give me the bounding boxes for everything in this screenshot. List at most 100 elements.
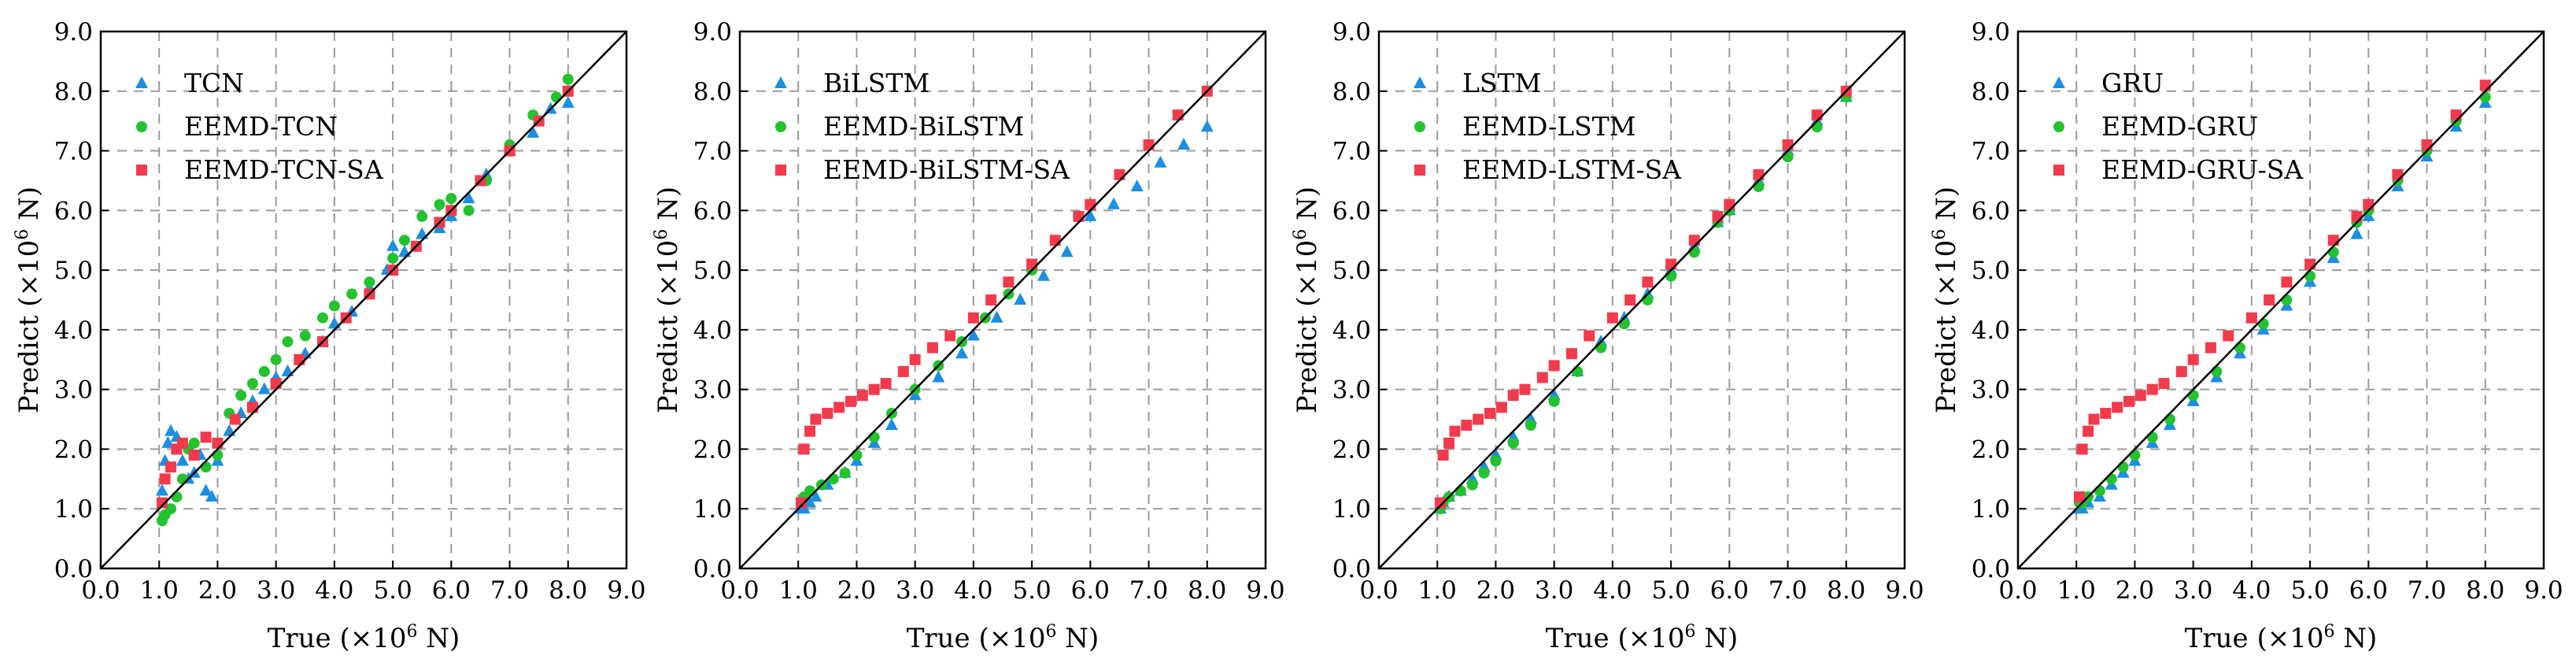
series-EEMD-BiLSTM-SA bbox=[795, 85, 1213, 509]
data-point-circle bbox=[1507, 437, 1519, 449]
y-tick-label: 0.0 bbox=[1332, 555, 1371, 583]
data-point-square bbox=[2073, 491, 2085, 503]
legend: LSTM EEMD-LSTM EEMD-LSTM-SA bbox=[1414, 68, 1682, 185]
y-tick-label: 5.0 bbox=[693, 257, 732, 285]
x-tick-label: 3.0 bbox=[2174, 576, 2212, 605]
y-tick-label: 9.0 bbox=[693, 18, 732, 46]
data-point-triangle bbox=[164, 424, 178, 436]
data-point-circle bbox=[171, 491, 183, 503]
x-tick-label: 8.0 bbox=[549, 576, 587, 605]
data-point-triangle bbox=[205, 490, 219, 502]
y-tick-label: 8.0 bbox=[1332, 78, 1371, 106]
data-point-square bbox=[795, 497, 807, 509]
data-point-triangle bbox=[397, 245, 411, 257]
data-point-circle bbox=[1595, 342, 1607, 354]
x-axis-label: True (×106 N) bbox=[907, 622, 1100, 654]
grid-lines bbox=[101, 31, 626, 568]
x-tick-label: 3.0 bbox=[896, 576, 934, 605]
data-point-square bbox=[2205, 342, 2216, 354]
data-point-circle bbox=[2211, 365, 2223, 377]
data-point-triangle bbox=[561, 95, 575, 108]
legend-label: EEMD-LSTM bbox=[1462, 111, 1636, 142]
legend-label: EEMD-BiLSTM-SA bbox=[823, 154, 1070, 185]
y-tick-label: 6.0 bbox=[693, 197, 732, 225]
y-tick-label: 0.0 bbox=[693, 555, 732, 583]
data-point-square bbox=[880, 378, 892, 390]
data-point-circle bbox=[2164, 413, 2175, 425]
data-point-circle bbox=[317, 312, 329, 324]
data-point-square bbox=[212, 437, 224, 449]
data-point-square bbox=[845, 395, 857, 407]
data-point-square bbox=[2187, 354, 2199, 365]
y-tick-label: 0.0 bbox=[54, 555, 93, 583]
x-tick-label: 5.0 bbox=[373, 576, 412, 605]
data-point-circle bbox=[2094, 485, 2105, 497]
y-tick-label: 1.0 bbox=[1972, 495, 2010, 524]
data-point-square bbox=[2327, 235, 2339, 246]
x-tick-label: 8.0 bbox=[1188, 576, 1226, 605]
x-axis-label: True (×106 N) bbox=[268, 622, 460, 654]
data-point-square bbox=[1443, 437, 1455, 449]
data-point-square bbox=[188, 450, 200, 461]
data-point-triangle bbox=[281, 364, 294, 376]
data-point-square bbox=[810, 413, 822, 425]
legend: GRU EEMD-GRU EEMD-GRU-SA bbox=[2053, 68, 2304, 185]
data-point-circle bbox=[2105, 473, 2117, 485]
data-point-circle bbox=[463, 205, 475, 217]
data-point-circle bbox=[1618, 318, 1630, 330]
y-tick-label: 8.0 bbox=[54, 78, 93, 106]
data-point-square bbox=[2123, 395, 2135, 407]
data-point-circle bbox=[2146, 431, 2158, 443]
x-tick-label: 9.0 bbox=[1246, 576, 1284, 605]
y-tick-label: 9.0 bbox=[54, 18, 93, 46]
data-point-triangle bbox=[2350, 227, 2363, 239]
data-point-square bbox=[2392, 168, 2404, 180]
data-point-circle bbox=[868, 431, 880, 443]
x-tick-label: 3.0 bbox=[257, 576, 295, 605]
x-tick-label: 4.0 bbox=[2232, 576, 2271, 605]
x-tick-label: 7.0 bbox=[490, 576, 529, 605]
legend-label: EEMD-GRU-SA bbox=[2101, 154, 2304, 185]
data-point-circle bbox=[1753, 181, 1765, 193]
x-tick-label: 1.0 bbox=[2057, 576, 2096, 605]
x-tick-label: 8.0 bbox=[2466, 576, 2504, 605]
data-point-square bbox=[1811, 109, 1823, 121]
data-point-square bbox=[967, 312, 979, 324]
y-axis-label: Predict (×106 N) bbox=[1930, 187, 1962, 413]
data-point-circle bbox=[827, 473, 839, 485]
data-point-triangle bbox=[932, 370, 945, 383]
plot-frame bbox=[1377, 30, 1906, 570]
data-point-square bbox=[868, 383, 880, 395]
data-point-square bbox=[1434, 497, 1446, 509]
data-point-circle bbox=[2327, 246, 2339, 258]
grid-lines bbox=[1379, 31, 1905, 568]
legend-marker-circle bbox=[2053, 121, 2064, 132]
reference-line-y-equals-x bbox=[1378, 31, 1905, 569]
data-point-circle bbox=[1454, 485, 1466, 497]
x-axis-label: True (×106 N) bbox=[1546, 622, 1739, 654]
data-point-circle bbox=[299, 330, 311, 342]
data-point-triangle bbox=[223, 424, 236, 436]
y-tick-label: 6.0 bbox=[1972, 197, 2010, 225]
data-point-square bbox=[2083, 425, 2094, 437]
data-point-square bbox=[2281, 276, 2293, 288]
data-point-triangle bbox=[327, 316, 341, 329]
x-tick-label: 2.0 bbox=[2116, 576, 2154, 605]
data-point-square bbox=[1437, 450, 1449, 461]
data-point-circle bbox=[2187, 390, 2199, 402]
y-tick-label: 7.0 bbox=[1972, 138, 2010, 166]
y-tick-label: 6.0 bbox=[1332, 197, 1371, 225]
data-point-square bbox=[2245, 312, 2257, 324]
x-tick-label: 4.0 bbox=[1593, 576, 1632, 605]
y-axis-label: Predict (×106 N) bbox=[13, 187, 45, 413]
legend: BiLSTM EEMD-BiLSTM EEMD-BiLSTM-SA bbox=[774, 68, 1070, 185]
legend-label: EEMD-TCN-SA bbox=[184, 154, 384, 185]
legend-label: EEMD-BiLSTM bbox=[823, 111, 1024, 142]
data-point-square bbox=[2363, 198, 2375, 210]
reference-line-y-equals-x bbox=[739, 31, 1266, 569]
data-point-square bbox=[909, 354, 921, 365]
legend-marker-square bbox=[775, 165, 786, 176]
data-point-triangle bbox=[1177, 137, 1191, 150]
data-point-square bbox=[1003, 276, 1015, 288]
series-EEMD-LSTM-SA bbox=[1434, 85, 1852, 509]
